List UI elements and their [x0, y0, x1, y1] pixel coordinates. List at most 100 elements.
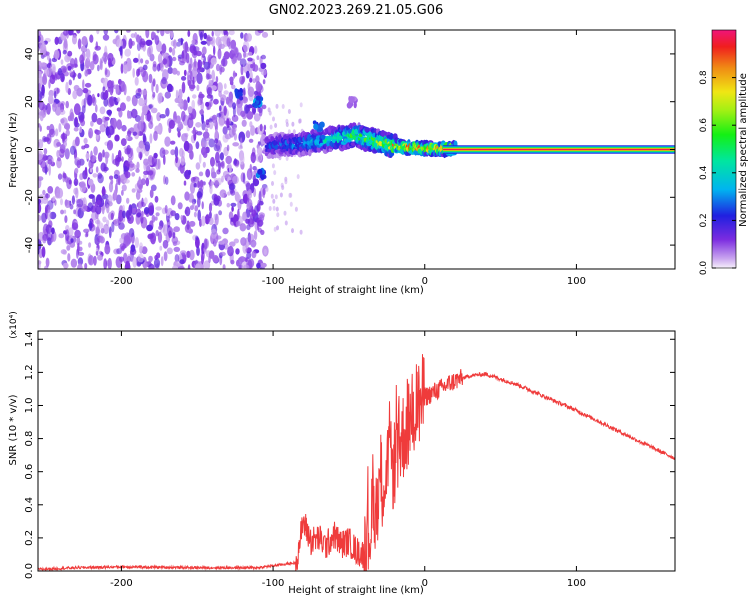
noise-cell: [149, 53, 155, 62]
noise-cell: [196, 84, 200, 92]
noise-cell: [222, 170, 230, 179]
noise-cell: [184, 41, 189, 54]
noise-cell: [151, 214, 156, 223]
noise-cell: [229, 76, 234, 83]
noise-cell: [156, 252, 161, 259]
noise-cell: [69, 70, 74, 76]
noise-cell: [225, 96, 230, 105]
noise-cell: [42, 135, 47, 143]
feature-cell: [257, 168, 263, 175]
noise-cell: [260, 262, 267, 268]
noise-cell: [141, 210, 144, 218]
noise-cell: [97, 174, 104, 184]
noise-cell: [126, 130, 132, 137]
noise-cell: [242, 40, 250, 53]
feature-cell: [319, 121, 325, 128]
noise-cell: [241, 119, 247, 127]
noise-cell: [163, 224, 169, 237]
noise-cell: [48, 163, 51, 176]
noise-cell: [203, 61, 211, 70]
noise-cell: [64, 148, 70, 160]
noise-cell: [223, 30, 228, 35]
noise-cell: [93, 255, 97, 266]
noise-cell: [127, 156, 132, 165]
noise-cell: [100, 228, 105, 234]
noise-cell: [150, 107, 158, 114]
noise-cell: [42, 156, 49, 161]
noise-cell: [140, 41, 148, 46]
noise-cell: [141, 89, 148, 96]
noise-cell: [191, 99, 195, 110]
noise-cell: [49, 128, 56, 138]
noise-cell: [136, 212, 142, 218]
noise-cell: [105, 154, 109, 165]
noise-cell: [157, 231, 163, 244]
noise-cell: [162, 58, 168, 65]
noise-cell: [39, 40, 46, 51]
feature-cell: [255, 95, 261, 101]
feature-cell: [348, 96, 355, 104]
noise-cell: [120, 138, 127, 147]
noise-cell: [170, 210, 177, 217]
noise-cell: [109, 84, 114, 96]
noise-cell: [57, 173, 63, 180]
noise-cell: [249, 163, 252, 173]
noise-cell: [179, 259, 185, 265]
noise-cell: [226, 37, 231, 47]
noise-cell: [38, 30, 42, 37]
noise-cell: [276, 212, 280, 218]
noise-cell: [152, 63, 157, 72]
noise-cell: [38, 35, 41, 43]
noise-cell: [201, 146, 207, 156]
y-tick-label: 1.4: [24, 331, 35, 347]
colorbar-gradient: [711, 29, 737, 269]
noise-cell: [91, 211, 98, 221]
noise-cell: [218, 43, 225, 49]
noise-cell: [138, 242, 144, 252]
noise-cell: [38, 260, 42, 265]
noise-cell: [158, 225, 163, 230]
noise-cell: [220, 94, 227, 102]
noise-cell: [191, 67, 198, 79]
noise-cell: [148, 202, 154, 214]
noise-cell: [251, 250, 257, 259]
noise-cell: [167, 67, 174, 74]
noise-cell: [200, 40, 207, 45]
noise-cell: [231, 44, 237, 54]
noise-cell: [118, 109, 123, 118]
x-tick-label: -200: [110, 578, 133, 589]
noise-cell: [189, 205, 194, 211]
noise-cell: [42, 189, 46, 196]
noise-cell: [93, 146, 98, 156]
noise-cell: [262, 79, 266, 85]
feature-cell: [260, 174, 265, 181]
noise-cell: [114, 154, 120, 167]
noise-cell: [223, 83, 227, 90]
noise-cell: [38, 214, 42, 222]
noise-cell: [199, 31, 203, 41]
noise-cell: [86, 231, 89, 237]
noise-cell: [62, 40, 68, 53]
noise-cell: [170, 140, 176, 145]
noise-cell: [227, 125, 231, 131]
noise-cell: [48, 94, 54, 105]
noise-cell: [110, 212, 114, 220]
noise-cell: [47, 159, 53, 165]
noise-cell: [250, 152, 256, 164]
noise-cell: [284, 220, 288, 226]
colorbar-label: Normalized spectral amplitude: [738, 73, 749, 227]
noise-cell: [100, 91, 106, 100]
noise-cell: [125, 232, 132, 245]
noise-cell: [103, 30, 109, 36]
noise-cell: [196, 191, 203, 198]
noise-cell: [102, 77, 109, 89]
noise-cell: [119, 237, 125, 244]
snr-x-label: Height of straight line (km): [288, 585, 424, 596]
colorbar: 0.0 0.2 0.4 0.6 0.8 Normalized spectral ampl…: [699, 29, 749, 275]
noise-cell: [247, 189, 253, 200]
noise-cell: [172, 232, 176, 239]
noise-cell: [38, 199, 42, 204]
noise-cell: [150, 232, 157, 245]
noise-cell: [274, 123, 278, 128]
noise-cell: [121, 156, 124, 162]
